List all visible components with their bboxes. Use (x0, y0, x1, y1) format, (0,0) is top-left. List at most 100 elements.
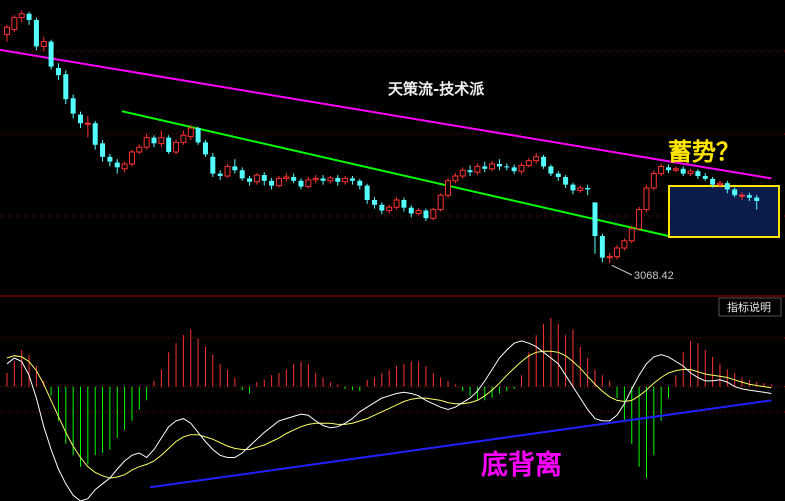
consolidation-highlight-box (668, 185, 780, 238)
indicator-button-frame[interactable] (718, 297, 782, 317)
candle-body (121, 163, 128, 170)
candle-body (401, 200, 407, 208)
candle-body (408, 207, 414, 214)
candle-body (136, 146, 143, 153)
candle-body (496, 164, 502, 167)
candle-body (298, 180, 304, 187)
low-marker: 3068.42 (611, 264, 674, 282)
candle-body (114, 162, 120, 168)
dea-line (6, 350, 772, 479)
candle-body (33, 20, 39, 47)
candle-body (695, 171, 701, 176)
macd-panel (6, 318, 772, 479)
candle-body (379, 204, 385, 211)
candle-body (92, 123, 98, 145)
candle-body (746, 195, 752, 198)
candle-body (18, 13, 25, 19)
candle-body (577, 187, 584, 191)
candle-body (533, 156, 540, 162)
divergence-annotation: 底背离 (481, 449, 562, 481)
candle-body (291, 176, 297, 181)
accumulate-annotation: 蓄势？ (668, 137, 740, 166)
candle-body (327, 177, 334, 182)
candle-body (357, 180, 363, 186)
candles-group (4, 10, 760, 264)
candle-body (283, 176, 290, 179)
candle-body (320, 178, 326, 181)
candle-body (217, 173, 223, 176)
candle-body (415, 210, 422, 214)
candle-body (437, 194, 444, 211)
candle-body (269, 180, 275, 186)
candle-body (518, 164, 525, 172)
indicator-button-label[interactable]: 指标说明 (727, 300, 771, 314)
watermark-text: 天策流-技术派 (388, 80, 485, 98)
candle-body (599, 236, 605, 258)
candle-body (364, 185, 370, 200)
candle-body (335, 177, 341, 182)
candle-body (666, 167, 671, 171)
grid-lines (0, 50, 785, 413)
candle-body (525, 160, 532, 166)
candle-body (452, 175, 459, 182)
candle-body (628, 228, 635, 242)
candle-body (614, 247, 621, 258)
candle-body (467, 170, 473, 173)
candle-body (445, 180, 451, 196)
candle-body (592, 202, 598, 236)
candle-body (636, 209, 643, 230)
candle-body (658, 165, 665, 175)
candle-body (202, 142, 208, 155)
candle-body (239, 170, 245, 179)
candle-body (585, 188, 591, 190)
candle-body (386, 206, 393, 212)
candle-body (107, 156, 113, 162)
candle-body (342, 177, 349, 183)
candle-body (489, 163, 496, 170)
candle-body (482, 166, 488, 169)
candle-body (621, 240, 628, 249)
candle-body (247, 178, 253, 182)
candle-body (11, 17, 18, 31)
candle-body (459, 169, 466, 177)
indicator-explain-button[interactable]: 指标说明 (718, 297, 782, 317)
candle-body (430, 209, 437, 219)
candle-body (716, 182, 723, 186)
candle-body (504, 166, 510, 168)
candle-body (180, 134, 187, 143)
candle-body (312, 177, 319, 181)
divergence-trendline (149, 399, 772, 489)
candle-body (541, 156, 547, 167)
candle-body (78, 114, 83, 124)
candle-body (511, 167, 517, 172)
candle-body (100, 143, 106, 157)
candle-body (650, 173, 657, 189)
candle-body (548, 166, 554, 174)
candle-body (63, 74, 69, 100)
candle-body (672, 168, 679, 171)
candle-body (232, 166, 238, 171)
candle-body (173, 141, 180, 153)
candle-body (606, 256, 613, 259)
candle-body (195, 128, 201, 143)
candle-body (710, 178, 716, 185)
candle-body (724, 183, 730, 190)
candle-body (570, 184, 576, 191)
candle-body (643, 187, 650, 211)
candle-body (702, 176, 708, 179)
candle-body (754, 197, 760, 201)
candle-body (349, 178, 355, 181)
candle-body (187, 127, 194, 138)
candle-body (687, 170, 694, 175)
candle-body (563, 176, 569, 185)
candle-body (224, 165, 231, 177)
candle-body (143, 137, 150, 148)
candle-body (423, 210, 429, 219)
candle-body (261, 175, 267, 181)
candle-body (210, 156, 216, 174)
candle-body (158, 137, 165, 144)
upper-trendline (0, 48, 772, 180)
low-value-label: 3068.42 (634, 270, 674, 282)
candle-body (372, 200, 377, 205)
